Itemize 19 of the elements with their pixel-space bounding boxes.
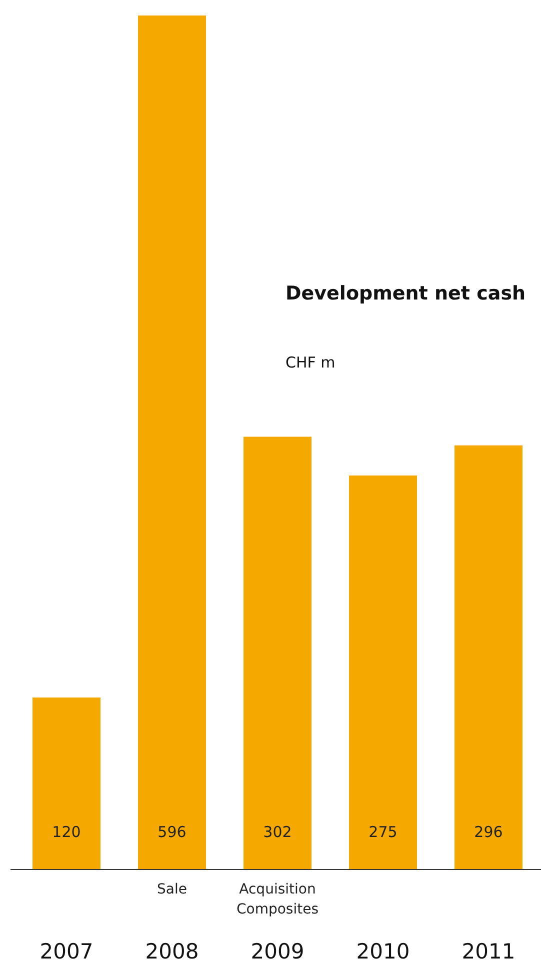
data-label: 596 xyxy=(158,823,186,841)
text: Acquisition Composites xyxy=(236,882,319,918)
x-tick-label: 2009 xyxy=(250,940,304,961)
x-tick-label: 2010 xyxy=(356,940,410,961)
data-label: 275 xyxy=(368,823,398,841)
bar xyxy=(349,475,417,870)
bar xyxy=(454,445,522,870)
x-tick-label: 2011 xyxy=(462,940,516,961)
bar xyxy=(138,16,206,870)
text: CHF m xyxy=(286,354,336,372)
text: Development net cash xyxy=(286,282,526,304)
data-label: 302 xyxy=(263,823,292,841)
x-tick-label: 2007 xyxy=(40,940,94,961)
bar xyxy=(32,698,100,870)
text: Sale xyxy=(157,882,187,898)
x-tick-label: 2008 xyxy=(145,940,199,961)
bar xyxy=(244,436,312,870)
data-label: 296 xyxy=(474,823,503,841)
data-label: 120 xyxy=(52,823,81,841)
